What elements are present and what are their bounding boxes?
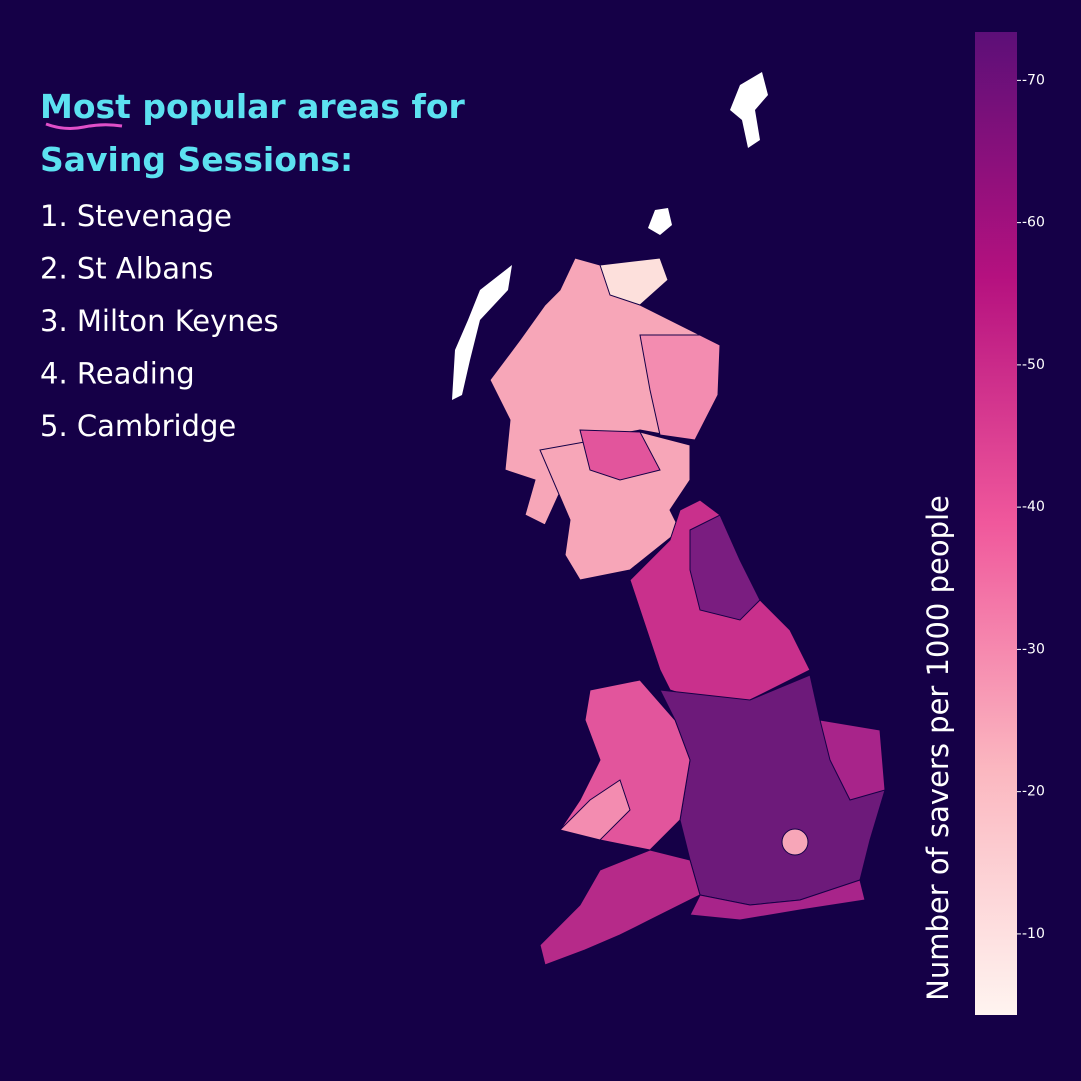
underline-squiggle: [45, 122, 123, 130]
list-item: 5. Cambridge: [40, 409, 236, 443]
map-region: [689, 514, 761, 621]
list-item: 2. St Albans: [40, 252, 213, 286]
map-region: [639, 334, 721, 441]
colorbar-label: Number of savers per 1000 people: [921, 495, 955, 1001]
colorbar-ticks: -70 -60 -50 -40 -30 -20 -10: [1017, 72, 1045, 942]
map-region: [539, 849, 701, 966]
map-region: [579, 429, 661, 481]
title-line: Saving Sessions:: [40, 140, 353, 179]
map-region: [819, 719, 886, 801]
island: [730, 72, 768, 148]
map-region: [689, 879, 866, 921]
title-line: Most popular areas for: [40, 87, 466, 126]
ranking-list: 1. Stevenage 2. St Albans 3. Milton Keynes…: [40, 199, 279, 443]
tick-label: -10: [1022, 926, 1045, 942]
map-region: [559, 779, 631, 841]
map-region: [599, 257, 669, 306]
tick-label: -40: [1022, 499, 1045, 515]
tick-label: -60: [1022, 215, 1045, 231]
tick-label: -70: [1022, 72, 1045, 88]
tick-label: -20: [1022, 784, 1045, 800]
map: [452, 72, 886, 966]
tick-label: -30: [1022, 641, 1045, 657]
island: [648, 208, 672, 235]
colorbar: [975, 32, 1017, 1015]
list-item: 1. Stevenage: [40, 199, 232, 233]
list-item: 3. Milton Keynes: [40, 304, 279, 338]
map-region: [781, 828, 809, 856]
tick-label: -50: [1022, 357, 1045, 373]
list-item: 4. Reading: [40, 357, 195, 391]
island: [452, 265, 512, 400]
